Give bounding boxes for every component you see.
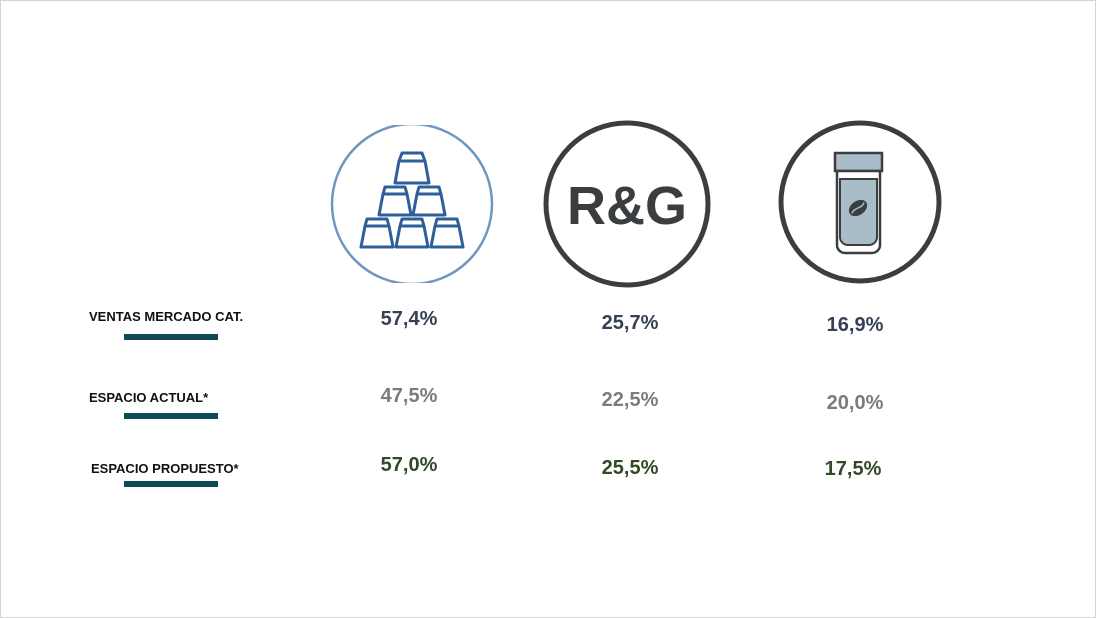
current-space-value-jar: 20,0%: [826, 392, 884, 414]
current-space-value-rg: 22,5%: [601, 389, 659, 411]
proposed-space-value-rg: 25,5%: [601, 457, 659, 479]
sales-value-capsules: 57,4%: [380, 308, 438, 330]
row-label-espacio-propuesto: ESPACIO PROPUESTO*: [91, 461, 239, 476]
rg-logo-text: R&G: [567, 176, 687, 236]
row-label-espacio-actual: ESPACIO ACTUAL*: [89, 390, 209, 405]
coffee-jar-icon: [777, 119, 943, 285]
row-underline-espacio-propuesto: [124, 481, 218, 487]
row-underline-espacio-actual: [124, 413, 218, 419]
current-space-value-capsules: 47,5%: [380, 385, 438, 407]
sales-value-rg: 25,7%: [601, 312, 659, 334]
row-label-ventas-mercado: VENTAS MERCADO CAT.: [89, 309, 244, 324]
row-underline-ventas-mercado: [124, 334, 218, 340]
coffee-capsules-icon: [329, 125, 495, 283]
proposed-space-value-capsules: 57,0%: [380, 454, 438, 476]
proposed-space-value-jar: 17,5%: [824, 458, 882, 480]
rg-logo-icon: R&G: [542, 120, 712, 288]
sales-value-jar: 16,9%: [826, 314, 884, 336]
